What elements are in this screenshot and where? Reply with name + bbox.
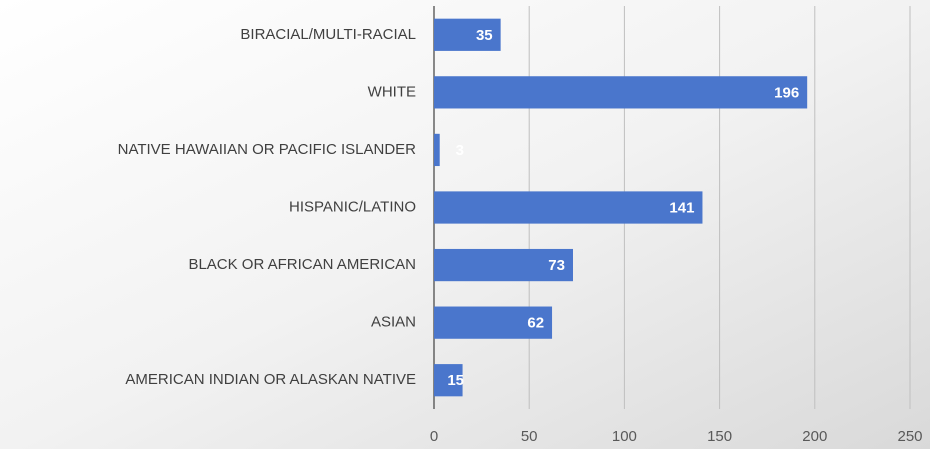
x-tick-label: 150 <box>707 428 732 445</box>
y-tick-label: HISPANIC/LATINO <box>289 198 416 215</box>
x-tick-label: 250 <box>897 428 922 445</box>
y-tick-label: AMERICAN INDIAN OR ALASKAN NATIVE <box>125 371 416 388</box>
bar <box>434 364 463 397</box>
bar <box>434 248 573 282</box>
data-label: 35 <box>476 27 493 44</box>
data-label: 141 <box>669 199 694 216</box>
bar <box>434 18 501 51</box>
x-tick-label: 100 <box>612 428 637 445</box>
y-tick-label: NATIVE HAWAIIAN OR PACIFIC ISLANDER <box>118 141 417 158</box>
y-tick-label: ASIAN <box>371 314 416 331</box>
y-tick-label: BIRACIAL/MULTI-RACIAL <box>240 26 416 43</box>
data-label: 3 <box>456 142 464 159</box>
data-label: 196 <box>774 84 799 101</box>
x-tick-label: 0 <box>430 428 438 445</box>
bar <box>434 191 703 224</box>
x-tick-label: 50 <box>521 428 538 445</box>
data-label: 62 <box>527 315 544 332</box>
y-tick-label: WHITE <box>368 83 416 100</box>
bar <box>434 76 808 109</box>
y-tick-label: BLACK OR AFRICAN AMERICAN <box>188 256 416 273</box>
data-label: 15 <box>447 372 464 389</box>
bar <box>434 306 553 339</box>
data-label: 73 <box>548 257 565 274</box>
bar <box>434 133 440 167</box>
x-tick-label: 200 <box>802 428 827 445</box>
